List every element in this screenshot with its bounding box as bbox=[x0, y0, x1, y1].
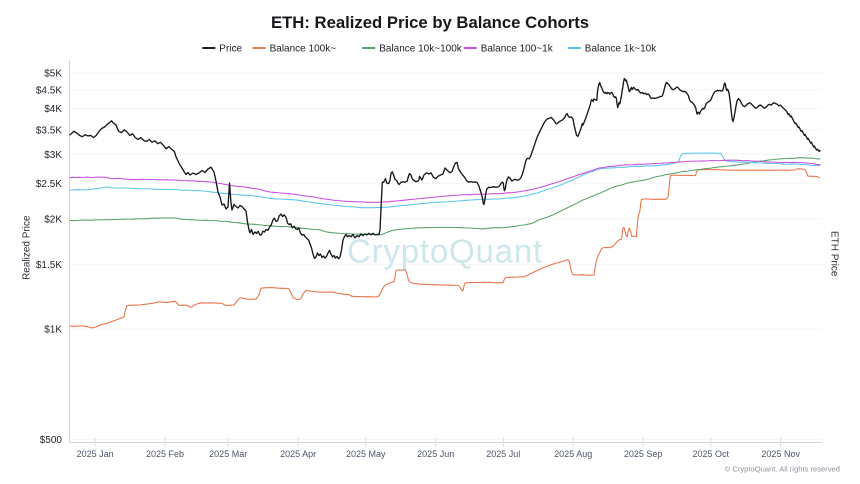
svg-text:2025 Nov: 2025 Nov bbox=[761, 449, 800, 459]
svg-text:$2.5K: $2.5K bbox=[36, 179, 62, 190]
svg-text:Realized Price: Realized Price bbox=[22, 215, 33, 280]
svg-text:$2K: $2K bbox=[44, 214, 62, 225]
svg-text:Price: Price bbox=[219, 44, 242, 55]
svg-text:CryptoQuant: CryptoQuant bbox=[347, 233, 543, 270]
svg-text:$4.5K: $4.5K bbox=[36, 85, 62, 96]
svg-text:$3.5K: $3.5K bbox=[36, 125, 62, 136]
svg-text:2025 Mar: 2025 Mar bbox=[209, 449, 247, 459]
svg-text:$5K: $5K bbox=[44, 69, 62, 80]
svg-text:Balance 10k~100k: Balance 10k~100k bbox=[379, 44, 463, 55]
svg-text:2025 Sep: 2025 Sep bbox=[624, 449, 663, 459]
svg-text:$1K: $1K bbox=[44, 325, 62, 336]
svg-text:2025 Feb: 2025 Feb bbox=[146, 449, 184, 459]
svg-text:$1.5K: $1.5K bbox=[36, 260, 62, 271]
svg-text:Balance 1k~10k: Balance 1k~10k bbox=[585, 44, 657, 55]
svg-text:ETH Price: ETH Price bbox=[828, 231, 839, 277]
svg-text:$4K: $4K bbox=[44, 104, 62, 115]
svg-text:2025 May: 2025 May bbox=[346, 449, 386, 459]
svg-text:Balance 100~1k: Balance 100~1k bbox=[481, 44, 554, 55]
svg-text:2025 Aug: 2025 Aug bbox=[554, 449, 592, 459]
svg-text:© CryptoQuant. All rights rese: © CryptoQuant. All rights reserved bbox=[725, 465, 840, 474]
svg-text:2025 Jul: 2025 Jul bbox=[486, 449, 520, 459]
svg-text:Balance 100k~: Balance 100k~ bbox=[270, 44, 337, 55]
svg-text:$500: $500 bbox=[40, 435, 63, 446]
svg-text:$3K: $3K bbox=[44, 150, 62, 161]
svg-text:2025 Jan: 2025 Jan bbox=[77, 449, 114, 459]
svg-text:2025 Oct: 2025 Oct bbox=[693, 449, 730, 459]
svg-text:2025 Apr: 2025 Apr bbox=[280, 449, 316, 459]
svg-text:2025 Jun: 2025 Jun bbox=[417, 449, 454, 459]
